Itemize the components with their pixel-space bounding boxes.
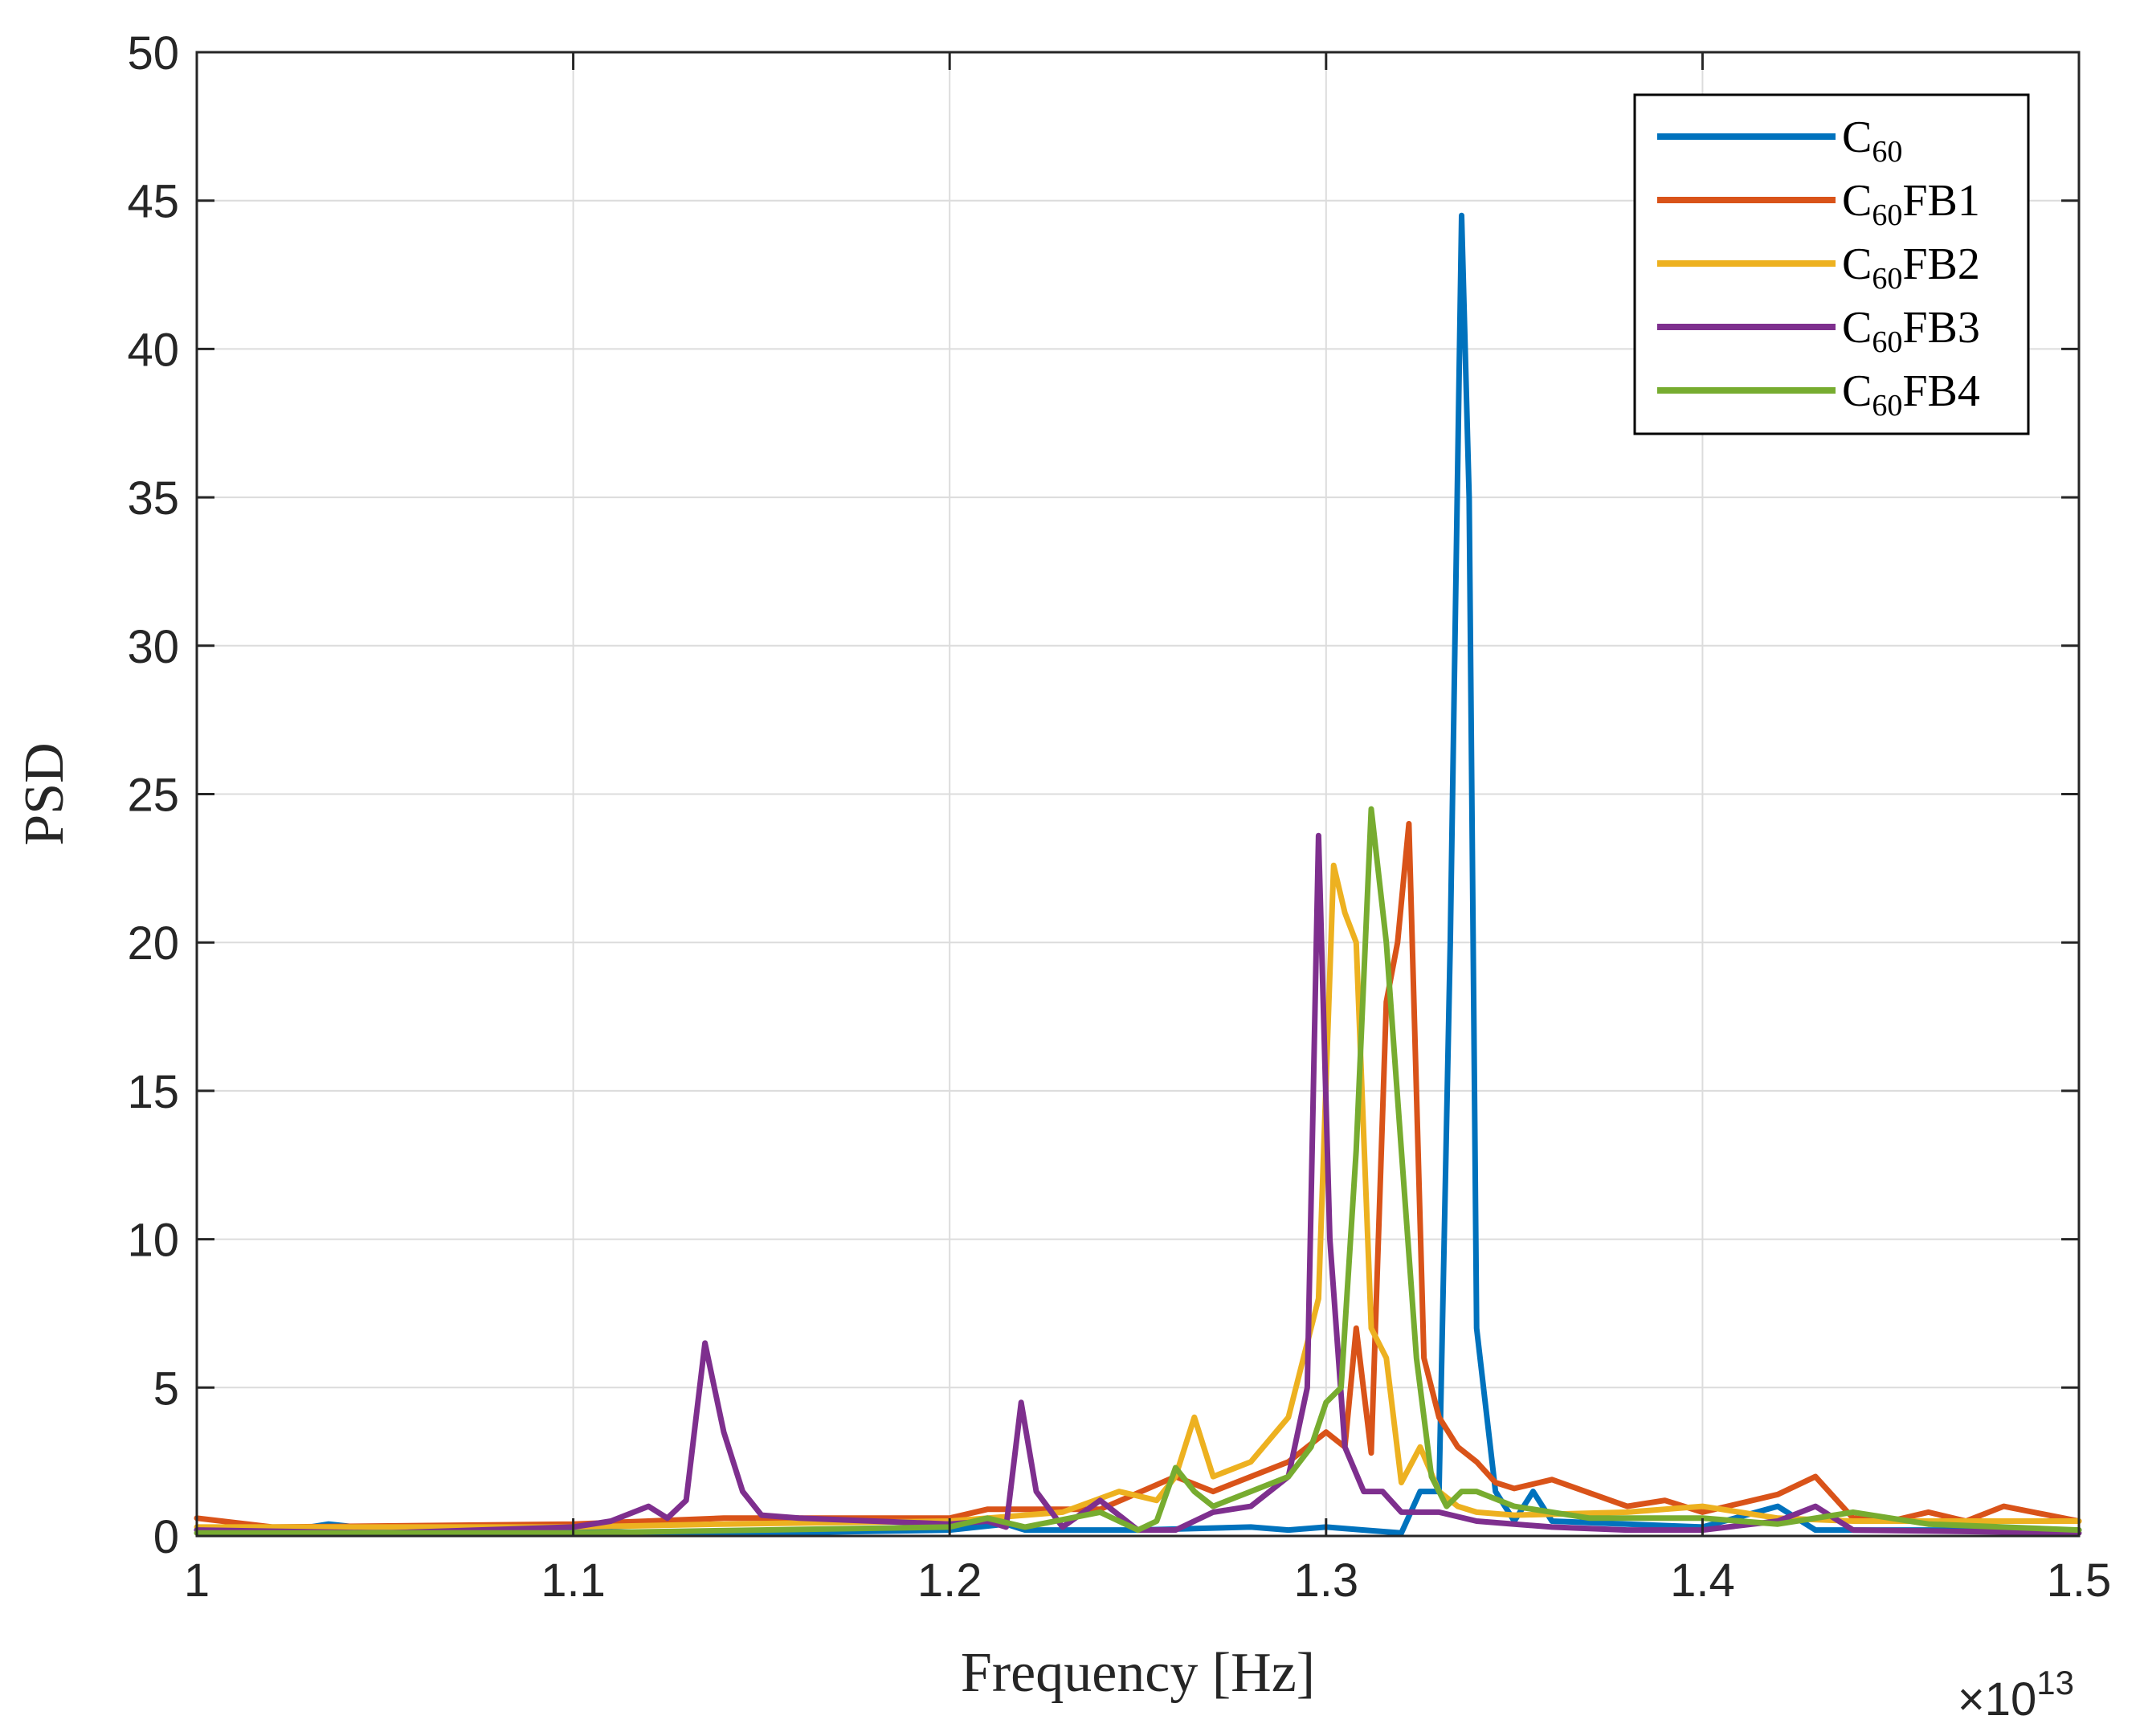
y-tick-label: 45 [127,176,179,228]
series-line-c60fb4 [194,806,2082,1536]
x-tick-label: 1.1 [541,1554,606,1607]
legend-entry-label: C60FB3 [1842,303,1980,359]
legend-entry-label: C60 [1842,112,1902,169]
y-axis-label: PSD [14,742,76,845]
series-lines [194,212,2082,1536]
grid-lines [197,52,2079,1536]
tick-labels: 1 1.1 1.2 1.3 1.4 1.5 0 5 10 15 20 25 30 35 40 45 50 [127,27,2111,1607]
x-tick-label: 1 [184,1554,210,1607]
y-tick-label: 25 [127,770,179,822]
x-axis-exponent-power: 13 [2036,1664,2074,1701]
y-tick-label: 15 [127,1066,179,1118]
y-tick-label: 50 [127,27,179,80]
y-tick-label: 20 [127,917,179,970]
x-tick-label: 1.2 [917,1554,982,1607]
legend-entry-label: C60FB1 [1842,176,1980,232]
series-line-c60fb3 [194,832,2082,1536]
axis-ticks [195,51,2081,1538]
x-tick-label: 1.5 [2047,1554,2112,1607]
y-tick-label: 30 [127,621,179,673]
y-tick-label: 0 [153,1511,179,1563]
x-axis-exponent: ×1013 [1958,1664,2074,1726]
series-line-c60fb2 [194,862,2082,1530]
y-tick-label: 40 [127,324,179,376]
legend: C60 C60FB1 C60FB2 C60FB3 C60FB4 [1633,93,2030,435]
x-tick-label: 1.3 [1293,1554,1358,1607]
y-tick-label: 5 [153,1362,179,1415]
legend-entry-label: C60FB4 [1842,366,1980,423]
y-tick-label: 35 [127,472,179,525]
x-axis-exponent-base: ×10 [1958,1673,2036,1726]
series-line-c60fb1 [194,820,2082,1530]
x-tick-label: 1.4 [1670,1554,1735,1607]
legend-entry-label: C60FB2 [1842,239,1980,296]
x-axis-label: Frequency [Hz] [961,1642,1315,1704]
y-tick-label: 10 [127,1215,179,1267]
